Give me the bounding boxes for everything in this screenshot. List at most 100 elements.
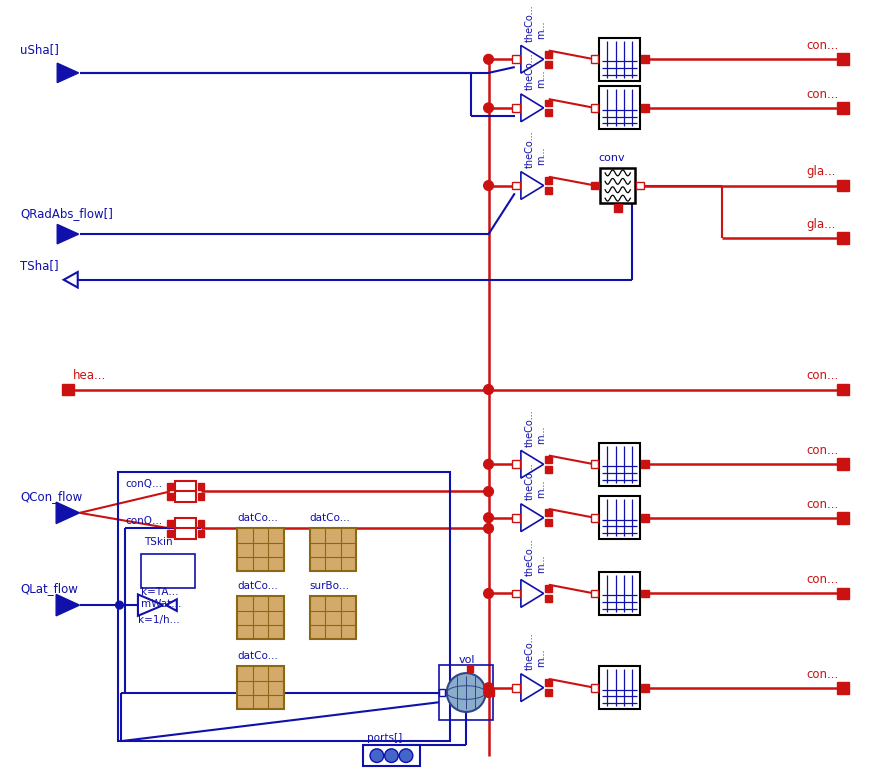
Bar xyxy=(363,745,419,766)
Bar xyxy=(486,689,493,696)
Bar xyxy=(599,496,639,539)
Bar xyxy=(599,572,639,615)
Text: QRadAbs_flow[]: QRadAbs_flow[] xyxy=(20,207,113,220)
Text: con...: con... xyxy=(805,88,838,100)
Bar xyxy=(640,104,648,112)
Bar xyxy=(237,597,284,639)
Bar xyxy=(599,443,639,485)
Bar xyxy=(175,518,196,529)
Circle shape xyxy=(483,683,493,692)
Bar xyxy=(544,595,551,601)
Bar xyxy=(599,38,639,81)
Polygon shape xyxy=(521,45,543,73)
Bar xyxy=(544,61,551,68)
Text: mWat...: mWat... xyxy=(140,599,181,609)
Bar xyxy=(140,554,195,587)
Text: TSha[]: TSha[] xyxy=(20,259,59,272)
Text: gla...: gla... xyxy=(805,218,835,231)
Text: theCo...: theCo... xyxy=(524,633,534,670)
Text: datCo...: datCo... xyxy=(237,513,277,523)
Bar xyxy=(544,110,551,116)
Bar xyxy=(544,100,551,107)
Circle shape xyxy=(399,749,413,762)
Circle shape xyxy=(483,103,493,113)
Text: con...: con... xyxy=(805,370,838,383)
Bar xyxy=(438,689,445,696)
Circle shape xyxy=(483,384,493,394)
Bar xyxy=(836,180,848,191)
Bar xyxy=(544,585,551,592)
Polygon shape xyxy=(521,504,543,531)
Text: con...: con... xyxy=(805,573,838,587)
Bar xyxy=(599,666,639,709)
Bar xyxy=(167,530,173,537)
Polygon shape xyxy=(521,580,543,608)
Bar xyxy=(512,513,519,521)
Bar xyxy=(62,384,74,395)
Bar xyxy=(590,104,598,112)
Bar xyxy=(836,102,848,114)
Bar xyxy=(512,181,519,189)
Text: m...: m... xyxy=(536,147,545,166)
Text: theCo...: theCo... xyxy=(524,462,534,500)
Bar xyxy=(544,456,551,463)
Text: vol: vol xyxy=(458,654,474,664)
Text: theCo...: theCo... xyxy=(524,53,534,90)
Bar xyxy=(599,86,639,129)
Circle shape xyxy=(483,460,493,469)
Bar xyxy=(309,528,356,571)
Bar xyxy=(640,590,648,598)
Polygon shape xyxy=(57,63,78,82)
Circle shape xyxy=(385,749,398,762)
Text: QCon_flow: QCon_flow xyxy=(20,490,83,503)
Text: con...: con... xyxy=(805,668,838,681)
Text: m...: m... xyxy=(536,69,545,88)
Circle shape xyxy=(483,54,493,64)
Text: m...: m... xyxy=(536,479,545,497)
Bar xyxy=(836,54,848,65)
Circle shape xyxy=(483,589,493,598)
Bar xyxy=(591,181,599,189)
Bar xyxy=(167,493,173,499)
Bar xyxy=(836,384,848,395)
Polygon shape xyxy=(521,94,543,121)
Polygon shape xyxy=(521,674,543,702)
Bar xyxy=(613,204,621,212)
Bar xyxy=(640,55,648,63)
Text: datCo...: datCo... xyxy=(237,580,277,591)
Polygon shape xyxy=(138,594,163,616)
Bar xyxy=(590,590,598,598)
Bar xyxy=(590,513,598,521)
Circle shape xyxy=(116,601,123,609)
Text: k=1/h...: k=1/h... xyxy=(138,615,179,625)
Text: TSkin: TSkin xyxy=(144,537,172,547)
Text: datCo...: datCo... xyxy=(237,650,277,661)
Circle shape xyxy=(483,486,493,496)
Text: hea...: hea... xyxy=(73,370,106,383)
Bar xyxy=(836,512,848,524)
Polygon shape xyxy=(64,272,77,288)
Text: theCo...: theCo... xyxy=(524,4,534,41)
Bar xyxy=(512,461,519,468)
Polygon shape xyxy=(521,450,543,478)
Bar xyxy=(167,483,173,490)
Bar xyxy=(512,104,519,112)
Text: datCo...: datCo... xyxy=(309,513,350,523)
Polygon shape xyxy=(57,224,78,244)
Bar xyxy=(309,597,356,639)
Bar xyxy=(544,177,551,184)
Polygon shape xyxy=(521,172,543,199)
Text: uSha[]: uSha[] xyxy=(20,43,59,56)
Text: m...: m... xyxy=(536,426,545,444)
Bar xyxy=(198,493,205,499)
Bar xyxy=(237,528,284,571)
Text: conQ...: conQ... xyxy=(126,516,162,526)
Text: m...: m... xyxy=(536,20,545,39)
Text: QLat_flow: QLat_flow xyxy=(20,582,78,595)
Text: m...: m... xyxy=(536,649,545,668)
Bar xyxy=(836,682,848,693)
Bar xyxy=(167,520,173,527)
Bar xyxy=(640,684,648,692)
Bar xyxy=(590,684,598,692)
Bar xyxy=(118,472,450,741)
